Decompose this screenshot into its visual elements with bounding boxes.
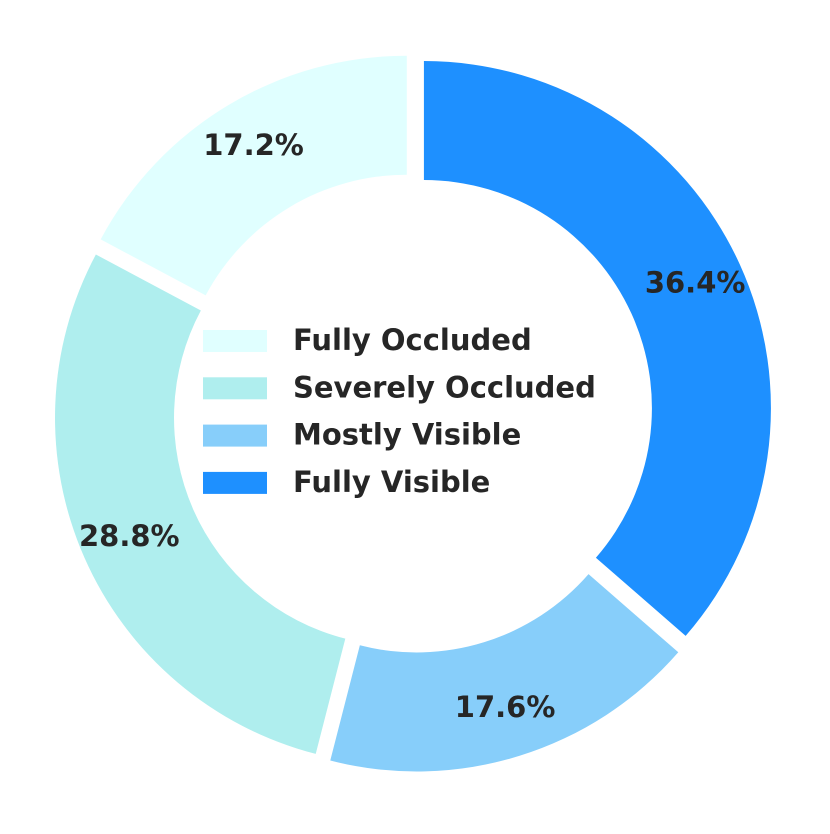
legend-swatch bbox=[203, 330, 267, 352]
value-label: 17.6% bbox=[455, 690, 556, 724]
legend-swatch bbox=[203, 424, 267, 447]
value-label: 36.4% bbox=[645, 266, 746, 300]
legend-label: Mostly Visible bbox=[293, 418, 521, 452]
donut-wedge bbox=[100, 55, 407, 296]
donut-wedge bbox=[330, 574, 679, 772]
legend-label: Severely Occluded bbox=[293, 370, 596, 404]
legend-swatch bbox=[203, 471, 267, 494]
legend-label: Fully Occluded bbox=[293, 323, 532, 357]
value-label: 17.2% bbox=[203, 128, 304, 162]
legend-swatch bbox=[203, 377, 267, 400]
donut-wedge bbox=[423, 61, 771, 636]
value-label: 28.8% bbox=[79, 519, 180, 553]
donut-wedge bbox=[55, 254, 346, 754]
legend-label: Fully Visible bbox=[293, 465, 490, 499]
